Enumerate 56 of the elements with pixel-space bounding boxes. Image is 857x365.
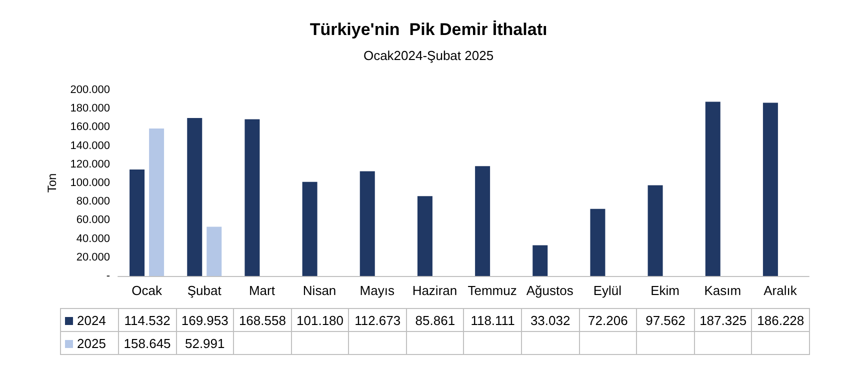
y-axis-title: Ton [45, 173, 59, 193]
x-tick-label: Ağustos [526, 283, 574, 298]
bar [762, 102, 778, 276]
bar [187, 118, 202, 276]
x-tick-label: Haziran [412, 283, 458, 298]
bar [475, 166, 490, 276]
bar [302, 182, 318, 276]
x-tick-label: Kasım [704, 283, 742, 298]
data-label: 187.325 [694, 308, 752, 332]
bar [206, 226, 222, 276]
data-label: 85.861 [406, 308, 464, 332]
y-tick-label: 80.000 [76, 196, 110, 208]
y-tick-label: 100.000 [70, 177, 110, 189]
data-label: 33.032 [522, 308, 580, 332]
x-tick-label: Nisan [302, 283, 336, 298]
y-tick-label: 120.000 [70, 158, 110, 170]
bar [360, 171, 375, 276]
bar [532, 245, 548, 276]
legend-label: 2024 [60, 308, 118, 332]
bar [648, 185, 663, 276]
x-tick-label: Ocak [132, 283, 162, 298]
y-tick-label: 60.000 [76, 214, 110, 226]
bar [417, 196, 432, 276]
bar [244, 119, 260, 276]
x-tick-label: Temmuz [468, 283, 517, 298]
y-tick-label: - [106, 270, 110, 282]
legend-label: 2025 [60, 332, 118, 354]
data-label: 169.953 [176, 308, 234, 332]
x-tick-label: Aralık [764, 283, 798, 298]
bar [149, 128, 164, 276]
x-tick-label: Eylül [593, 283, 622, 298]
data-label: 52.991 [176, 332, 234, 354]
bar [705, 102, 720, 276]
data-label: 186.228 [752, 308, 810, 332]
chart-title: Türkiye'nin Pik Demir İthalatı [310, 20, 548, 39]
y-tick-label: 160.000 [70, 121, 110, 134]
x-tick-label: Ekim [650, 283, 680, 298]
y-tick-label: 40.000 [76, 232, 110, 245]
chart-subtitle: Ocak2024-Şubat 2025 [363, 48, 494, 63]
data-label: 112.673 [348, 308, 406, 332]
bar [590, 208, 606, 276]
x-tick-label: Şubat [187, 283, 222, 298]
data-label: 101.180 [291, 308, 349, 332]
x-tick-label: Mart [248, 283, 276, 298]
y-tick-label: 200.000 [70, 84, 110, 96]
data-label: 97.562 [636, 308, 694, 332]
data-label: 158.645 [118, 332, 176, 354]
bar [130, 169, 145, 276]
y-tick-label: 20.000 [76, 251, 110, 264]
data-label: 168.558 [234, 308, 292, 332]
data-label: 118.111 [464, 308, 522, 332]
data-label: 72.206 [579, 308, 637, 332]
x-tick-label: Mayıs [360, 283, 395, 298]
y-tick-label: 180.000 [70, 102, 110, 115]
data-label: 114.532 [118, 308, 176, 332]
y-tick-label: 140.000 [70, 140, 110, 152]
